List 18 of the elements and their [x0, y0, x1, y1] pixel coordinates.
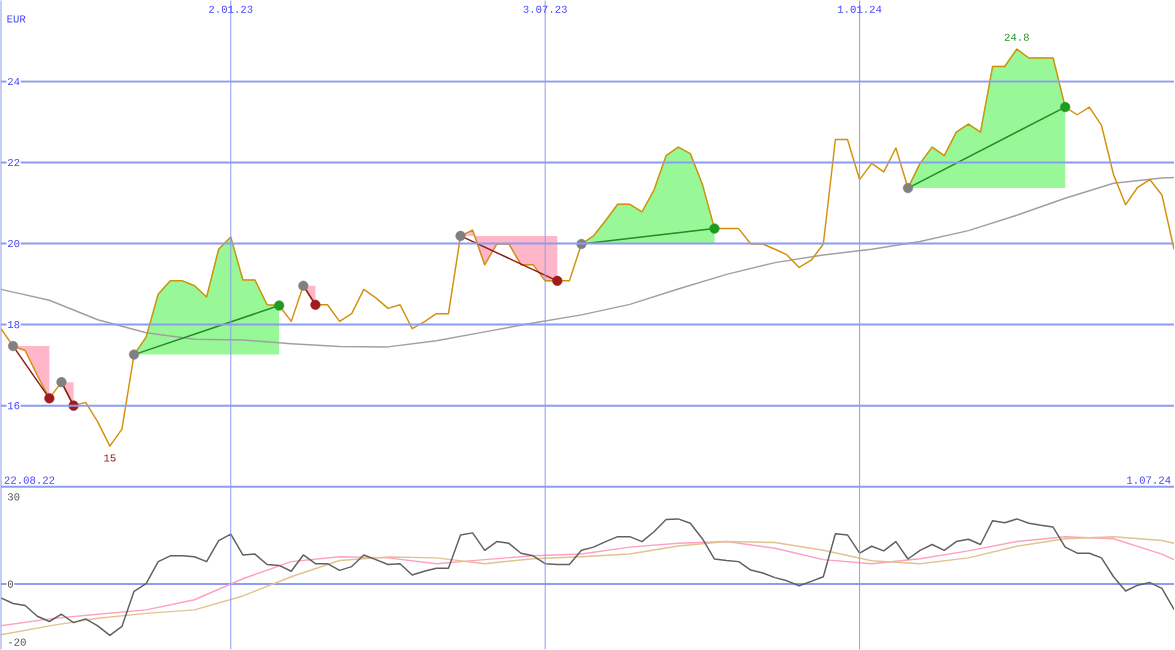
y-tick-label: 18	[8, 321, 20, 329]
line-series	[1, 518, 1175, 637]
annotation: 1.07.24	[1127, 476, 1171, 484]
y-tick-label: 0	[7, 580, 13, 588]
y-tick-label: -20	[9, 638, 26, 646]
x-tick-label: 3.07.23	[523, 5, 567, 13]
annotation: 22.08.22	[4, 476, 55, 484]
y-tick-label: 22	[8, 159, 20, 167]
y-tick-label: 20	[8, 240, 20, 248]
y-tick-label: 16	[8, 402, 20, 410]
annotation: 24.8	[1004, 33, 1029, 41]
annotation: 15	[104, 454, 116, 462]
x-tick-label: 1.01.24	[838, 5, 882, 13]
y-tick-label: 30	[7, 493, 20, 501]
y-axis-title: EUR	[7, 15, 26, 23]
line-series	[1, 176, 1175, 348]
y-tick-label: 24	[8, 78, 20, 86]
x-tick-label: 2.01.23	[209, 5, 253, 13]
